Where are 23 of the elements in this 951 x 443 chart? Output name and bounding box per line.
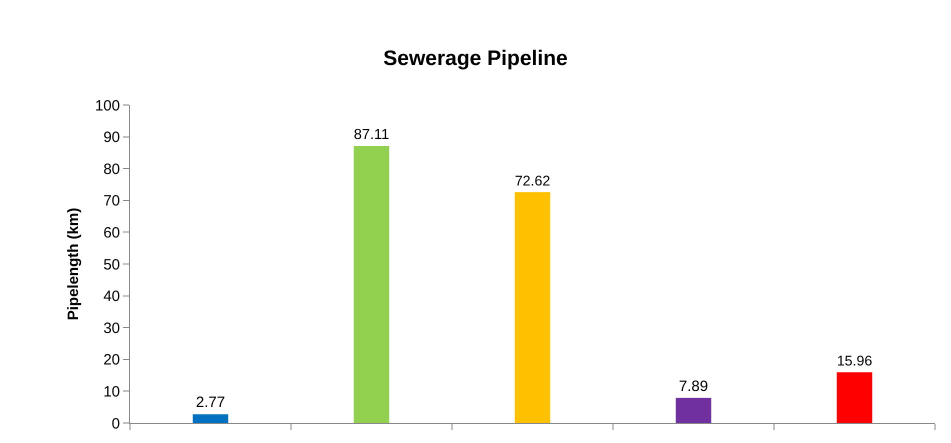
y-axis-title: Pipelength (km) bbox=[65, 208, 82, 320]
y-tick-label: 40 bbox=[103, 288, 120, 306]
bar bbox=[192, 414, 228, 423]
data-label: 72.62 bbox=[514, 172, 550, 188]
bar bbox=[836, 372, 872, 423]
bar bbox=[676, 398, 712, 423]
y-tick-label: 0 bbox=[112, 415, 120, 432]
y-tick-label: 30 bbox=[103, 320, 120, 337]
chart-title: Sewerage Pipeline bbox=[383, 46, 568, 70]
y-tick-label: 10 bbox=[103, 383, 120, 400]
y-tick-label: 80 bbox=[103, 160, 120, 178]
data-label: 2.77 bbox=[196, 394, 226, 412]
data-label: 15.96 bbox=[836, 352, 872, 368]
y-tick-label: 100 bbox=[94, 97, 120, 114]
y-tick-label: 20 bbox=[103, 352, 120, 369]
y-tick-label: 70 bbox=[103, 192, 120, 210]
data-label: 7.89 bbox=[678, 378, 708, 395]
bar bbox=[514, 192, 550, 423]
y-tick-label: 50 bbox=[103, 256, 120, 274]
bar bbox=[354, 146, 390, 423]
y-tick-label: 60 bbox=[103, 224, 120, 242]
y-tick-label: 90 bbox=[103, 129, 120, 146]
data-label: 87.11 bbox=[354, 127, 390, 144]
